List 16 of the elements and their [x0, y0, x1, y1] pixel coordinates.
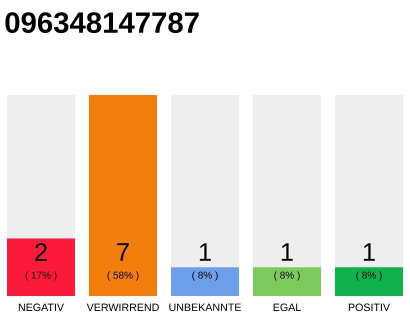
x-tick-label: UNBEKANNTE: [169, 304, 241, 312]
x-tick-label: NEGATIV: [18, 304, 64, 312]
annotation: ( 17% ): [26, 271, 56, 281]
x-tick-label: VERWIRREND: [86, 304, 159, 311]
annotation: ( 8% ): [356, 271, 382, 281]
annotation: ( 8% ): [192, 271, 218, 281]
data-label: 2: [35, 243, 47, 261]
x-tick-label: EGAL: [274, 304, 301, 312]
data-label: 1: [200, 243, 211, 261]
chart-title: 096348147787: [5, 12, 199, 34]
x-tick-label: POSITIV: [348, 304, 390, 312]
data-label: 1: [282, 243, 293, 261]
annotation: ( 8% ): [274, 271, 300, 281]
annotation: ( 58% ): [108, 271, 138, 281]
data-label: 7: [117, 243, 129, 261]
data-label: 1: [364, 243, 375, 261]
